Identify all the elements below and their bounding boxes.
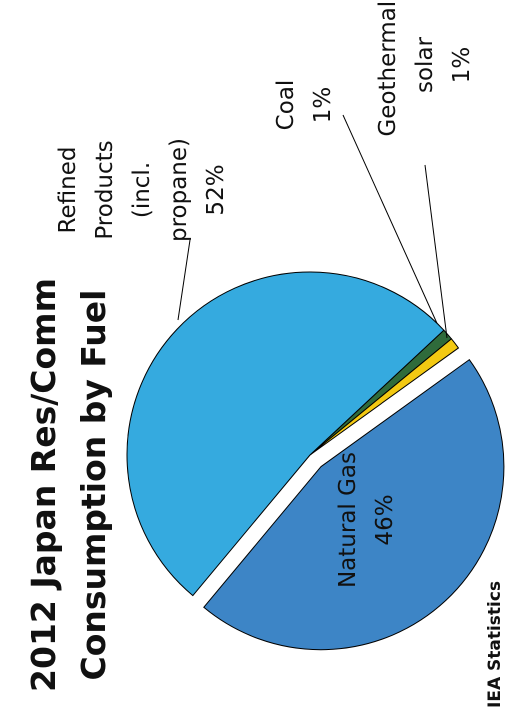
slice-label: Geothermal, solar bbox=[375, 0, 438, 137]
leader-line bbox=[342, 114, 441, 331]
slice-label: Coal bbox=[273, 80, 299, 131]
leader-line bbox=[424, 164, 448, 339]
value-label: 1% bbox=[310, 87, 336, 124]
chart-title: 2012 Japan Res/Comm bbox=[24, 278, 63, 692]
slice-label: Natural Gas bbox=[335, 452, 361, 588]
pie-slice bbox=[203, 358, 505, 651]
value-label: 52% bbox=[203, 164, 229, 215]
rotated-chart: 2012 Japan Res/Comm Consumption by Fuel … bbox=[24, 0, 505, 708]
slice-label: Refined Products (incl. propane) bbox=[55, 138, 192, 242]
source: IEA Statistics bbox=[485, 581, 505, 708]
chart-title: Consumption by Fuel bbox=[74, 290, 113, 681]
leader-line bbox=[177, 239, 191, 321]
value-label: 46% bbox=[372, 494, 398, 545]
pie-slice bbox=[126, 271, 445, 597]
value-label: 1% bbox=[449, 47, 475, 84]
pie-slice bbox=[309, 338, 460, 456]
